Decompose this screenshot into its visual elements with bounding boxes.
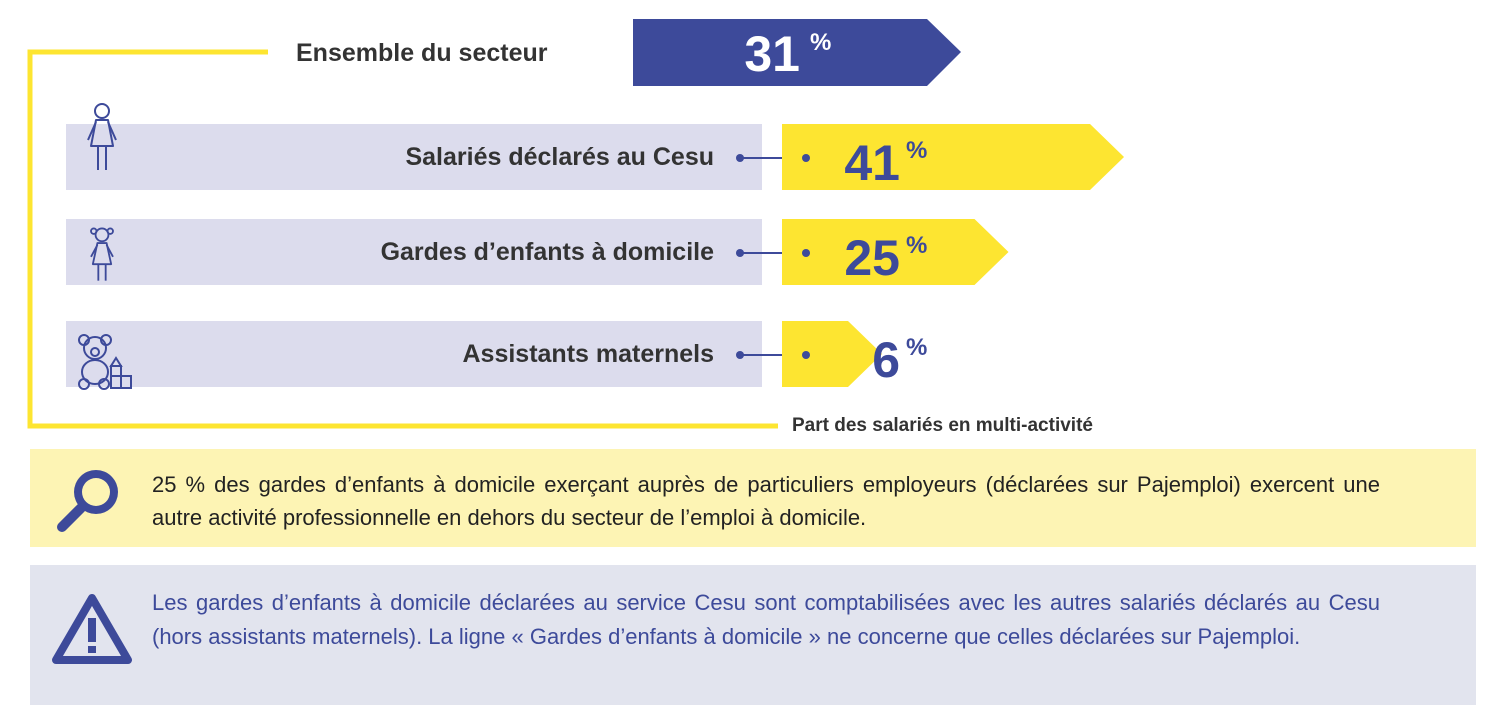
category-unit: %	[906, 137, 927, 164]
category-bar	[782, 321, 882, 387]
total-unit: %	[810, 29, 831, 56]
category-value: 25	[844, 230, 900, 285]
chart-caption: Part des salariés en multi-activité	[792, 415, 1093, 436]
category-value: 6	[872, 332, 900, 387]
connector-dot	[736, 351, 744, 359]
magnifier-icon	[57, 470, 118, 532]
warning-text: Les gardes d’enfants à domicile déclarée…	[152, 590, 1380, 649]
info-box	[30, 449, 1476, 547]
bracket-frame	[27, 49, 778, 429]
category-row-bg	[66, 124, 762, 190]
category-unit: %	[906, 334, 927, 361]
total-arrow-svg: 31 %	[633, 19, 961, 86]
category-label: Salariés déclarés au Cesu	[405, 143, 714, 171]
category-value: 41	[844, 135, 900, 190]
connector-dot	[802, 249, 810, 257]
connector-dot	[802, 154, 810, 162]
total-value: 31	[744, 26, 800, 82]
category-arrow-svg: 25%	[736, 219, 1009, 285]
total-label: Ensemble du secteur	[296, 39, 548, 67]
category-row-bg	[66, 321, 762, 387]
category-arrow-svg: 41%	[736, 124, 1125, 190]
category-arrow-svg: 6%	[736, 321, 927, 387]
warning-triangle-icon	[52, 594, 132, 664]
category-unit: %	[906, 232, 927, 259]
info-text: 25 % des gardes d’enfants à domicile exe…	[152, 472, 1380, 530]
woman-icon	[87, 103, 117, 170]
connector-dot	[736, 249, 744, 257]
total-arrow	[633, 19, 961, 86]
connector-dot	[736, 154, 744, 162]
connector-dot	[802, 351, 810, 359]
child-icon	[90, 227, 114, 281]
category-bar	[782, 124, 1125, 190]
warning-box	[30, 565, 1476, 705]
teddy-bear-toys-icon	[78, 334, 132, 390]
category-row-bg	[66, 219, 762, 285]
category-label: Gardes d’enfants à domicile	[380, 238, 714, 266]
category-label: Assistants maternels	[462, 340, 714, 368]
category-bar	[782, 219, 1009, 285]
